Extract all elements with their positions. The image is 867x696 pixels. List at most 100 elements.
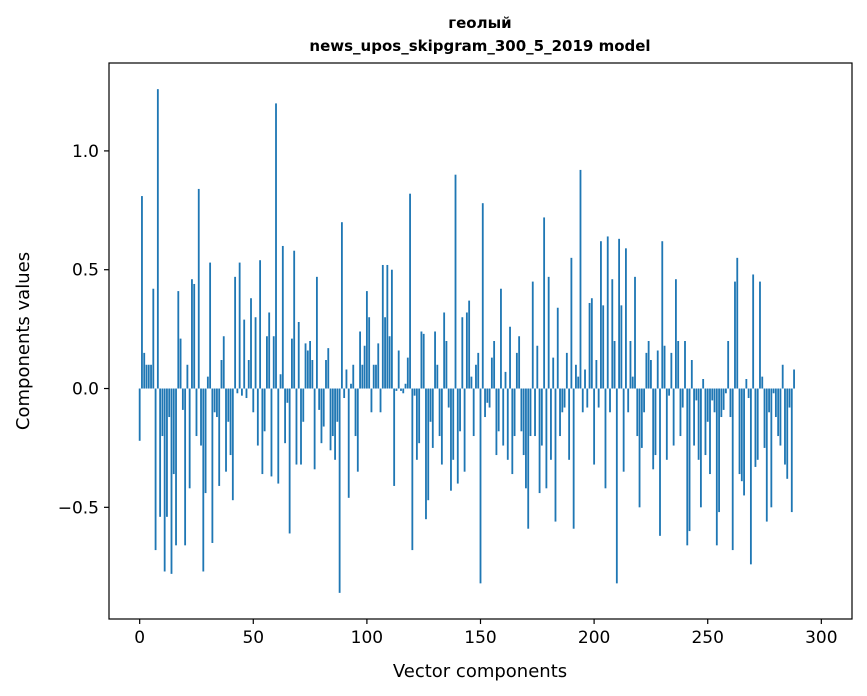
- bar: [713, 388, 716, 413]
- bar: [411, 388, 414, 551]
- bar: [777, 388, 780, 437]
- bar: [256, 388, 259, 446]
- bar: [670, 352, 673, 389]
- bar: [195, 388, 198, 437]
- bar: [459, 388, 461, 432]
- plot-frame: [108, 62, 853, 620]
- x-tick-label: 0: [134, 628, 145, 648]
- bar: [556, 307, 559, 389]
- y-tick-label: 0.0: [72, 380, 99, 400]
- bar: [509, 326, 511, 389]
- bar: [320, 388, 323, 444]
- bar: [690, 360, 693, 389]
- y-axis-label: Components values: [13, 252, 34, 430]
- bar: [488, 388, 491, 408]
- bar: [695, 388, 698, 401]
- bar: [272, 336, 275, 389]
- bar: [486, 388, 489, 403]
- bar: [218, 388, 221, 486]
- bar: [431, 388, 434, 448]
- bar: [547, 276, 550, 389]
- bar: [593, 388, 596, 465]
- bar: [759, 281, 761, 389]
- bar: [552, 357, 555, 389]
- bar: [763, 388, 766, 448]
- bar: [724, 388, 727, 394]
- bar: [379, 388, 382, 413]
- bar: [377, 343, 380, 389]
- bar: [234, 276, 237, 389]
- bar: [581, 388, 584, 413]
- bar: [186, 364, 189, 389]
- bar: [168, 388, 171, 418]
- bar: [452, 388, 455, 460]
- x-tick-label: 300: [805, 628, 837, 648]
- bar: [247, 360, 250, 389]
- y-tick-label: −0.5: [58, 498, 99, 518]
- bar: [159, 388, 162, 517]
- bar: [461, 317, 464, 389]
- bar: [752, 274, 755, 389]
- bar: [390, 269, 393, 389]
- bar: [729, 388, 732, 418]
- bar: [638, 388, 641, 508]
- bar: [188, 388, 191, 489]
- bar: [270, 388, 273, 477]
- bar: [325, 360, 327, 389]
- bar: [250, 298, 252, 389]
- bar: [790, 388, 793, 513]
- bar: [170, 388, 173, 574]
- bar: [665, 388, 668, 460]
- bar: [579, 169, 582, 389]
- bar: [781, 364, 784, 389]
- bar: [352, 364, 355, 389]
- bar: [361, 364, 364, 389]
- bar: [447, 388, 450, 408]
- bar: [450, 388, 452, 491]
- bar: [668, 388, 670, 396]
- bar: [550, 388, 552, 460]
- bar: [254, 317, 257, 389]
- y-axis-ticks: −0.5 0.0 0.5 1.0: [58, 142, 109, 518]
- bar: [443, 312, 446, 389]
- bar: [597, 388, 600, 408]
- bar: [779, 388, 782, 446]
- bar: [770, 388, 773, 508]
- bar: [427, 388, 430, 501]
- bar: [138, 388, 141, 441]
- bar: [720, 388, 723, 418]
- bar: [545, 388, 548, 489]
- bar: [141, 196, 143, 389]
- x-axis-label: Vector components: [393, 661, 567, 682]
- bar: [388, 336, 391, 389]
- bar: [184, 388, 187, 546]
- bar: [561, 388, 564, 413]
- bar: [743, 388, 745, 496]
- bar: [406, 357, 409, 389]
- bar: [688, 388, 691, 532]
- bar: [479, 388, 482, 584]
- bar: [340, 222, 343, 389]
- bar: [263, 388, 266, 432]
- bar: [200, 388, 202, 446]
- bar: [456, 388, 459, 484]
- bar: [275, 103, 277, 389]
- bar: [615, 388, 618, 584]
- bar: [363, 345, 366, 389]
- bar: [677, 341, 680, 389]
- bar: [554, 388, 557, 522]
- bar: [216, 388, 218, 418]
- bar: [470, 376, 473, 389]
- bar: [497, 388, 500, 432]
- bar: [268, 312, 271, 389]
- bar: [359, 331, 361, 389]
- bar: [500, 288, 502, 389]
- bar: [368, 317, 371, 389]
- bar: [704, 388, 707, 456]
- bar: [768, 388, 770, 413]
- bar: [663, 345, 666, 389]
- bar: [643, 388, 646, 413]
- bar: [788, 388, 791, 408]
- bar: [284, 388, 286, 444]
- bar: [686, 388, 689, 546]
